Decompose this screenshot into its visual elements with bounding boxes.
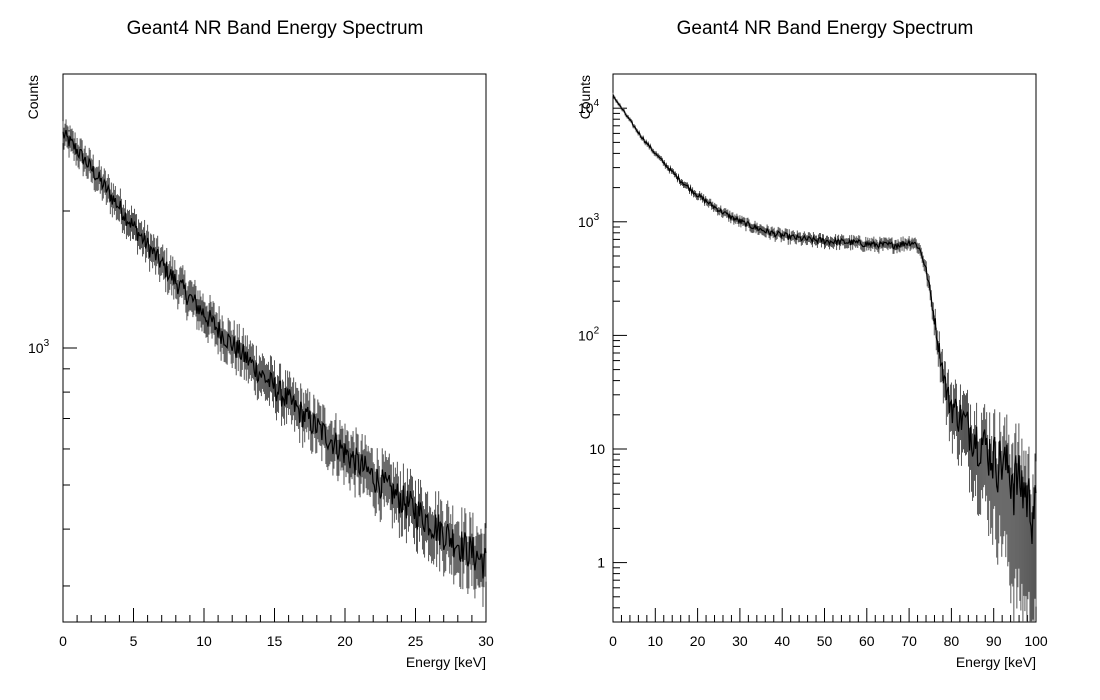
right-plot-frame	[612, 73, 1037, 623]
x-tick-label: 10	[648, 633, 664, 649]
right-y-axis-label: Counts	[577, 75, 593, 119]
x-tick-label: 100	[1024, 633, 1048, 649]
right-chart-title: Geant4 NR Band Energy Spectrum	[677, 18, 974, 39]
spectrum-line	[62, 129, 487, 579]
left-chart-title: Geant4 NR Band Energy Spectrum	[127, 18, 424, 39]
right-series	[612, 92, 1037, 622]
x-tick-label: 80	[944, 633, 960, 649]
x-tick-label: 5	[130, 633, 138, 649]
y-tick-label: 10	[589, 441, 605, 457]
x-tick-label: 25	[408, 633, 424, 649]
x-tick-label: 70	[901, 633, 917, 649]
x-tick-label: 50	[817, 633, 833, 649]
x-tick-label: 0	[59, 633, 67, 649]
x-tick-label: 20	[337, 633, 353, 649]
spectrum-line	[612, 94, 1037, 545]
error-bars	[62, 119, 487, 607]
x-tick-label: 90	[986, 633, 1002, 649]
left-axis-ticks: 0 5 10 15 20 25 30 103	[28, 73, 494, 649]
left-chart-panel: Geant4 NR Band Energy Spectrum Counts En…	[25, 18, 494, 670]
x-tick-label: 15	[267, 633, 283, 649]
y-tick-label: 104	[578, 98, 600, 116]
x-tick-label: 30	[478, 633, 494, 649]
left-y-axis-label: Counts	[25, 75, 41, 119]
y-tick-label: 102	[578, 325, 600, 343]
x-tick-label: 20	[690, 633, 706, 649]
right-chart-panel: Geant4 NR Band Energy Spectrum Counts En…	[577, 18, 1048, 670]
y-tick-label: 103	[578, 212, 600, 230]
left-x-axis-label: Energy [keV]	[406, 654, 486, 670]
y-tick-label: 1	[597, 555, 605, 571]
x-tick-label: 40	[774, 633, 790, 649]
y-tick-label: 103	[28, 338, 50, 356]
error-bars	[612, 92, 1037, 622]
x-tick-label: 60	[859, 633, 875, 649]
right-x-axis-label: Energy [keV]	[956, 654, 1036, 670]
x-tick-label: 0	[609, 633, 617, 649]
x-tick-label: 10	[196, 633, 212, 649]
left-series	[62, 119, 487, 607]
x-tick-label: 30	[732, 633, 748, 649]
